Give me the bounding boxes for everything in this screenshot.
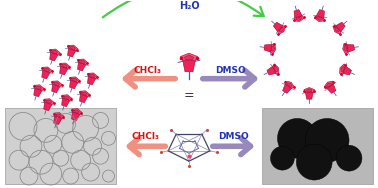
Polygon shape: [335, 27, 339, 32]
Polygon shape: [50, 52, 58, 61]
Circle shape: [305, 118, 349, 162]
Polygon shape: [305, 92, 313, 99]
Polygon shape: [294, 16, 304, 21]
Circle shape: [277, 118, 317, 158]
Polygon shape: [324, 81, 333, 88]
Polygon shape: [88, 73, 98, 79]
Polygon shape: [70, 77, 80, 83]
Circle shape: [271, 146, 294, 170]
Polygon shape: [34, 88, 42, 97]
Text: CHCl₃: CHCl₃: [131, 132, 159, 141]
Polygon shape: [347, 45, 355, 52]
Polygon shape: [71, 112, 80, 121]
Polygon shape: [42, 67, 52, 73]
Polygon shape: [333, 26, 341, 34]
Text: DMSO: DMSO: [218, 132, 249, 141]
Polygon shape: [52, 84, 60, 93]
Polygon shape: [271, 43, 276, 54]
Polygon shape: [60, 63, 70, 69]
FancyArrowPatch shape: [203, 70, 254, 87]
Polygon shape: [287, 83, 292, 87]
Polygon shape: [283, 84, 292, 93]
Polygon shape: [279, 27, 284, 32]
Polygon shape: [327, 84, 336, 93]
Polygon shape: [50, 49, 60, 55]
Polygon shape: [340, 64, 346, 74]
FancyArrowPatch shape: [103, 0, 264, 17]
Polygon shape: [70, 80, 78, 89]
Polygon shape: [183, 61, 195, 72]
Polygon shape: [68, 48, 76, 57]
Polygon shape: [180, 53, 198, 61]
Polygon shape: [327, 83, 332, 87]
Polygon shape: [342, 66, 352, 75]
Polygon shape: [80, 60, 85, 64]
Polygon shape: [271, 46, 275, 51]
Polygon shape: [264, 45, 272, 52]
Polygon shape: [44, 102, 52, 111]
Polygon shape: [267, 66, 276, 75]
Polygon shape: [304, 88, 314, 92]
FancyBboxPatch shape: [262, 108, 373, 184]
Polygon shape: [80, 91, 90, 96]
Polygon shape: [52, 50, 57, 54]
Polygon shape: [54, 82, 59, 86]
FancyArrowPatch shape: [213, 138, 251, 155]
Polygon shape: [60, 66, 68, 75]
Text: H₂O: H₂O: [179, 1, 199, 11]
Polygon shape: [341, 66, 345, 72]
FancyArrowPatch shape: [125, 70, 175, 87]
Polygon shape: [316, 10, 324, 18]
Polygon shape: [34, 85, 44, 90]
Polygon shape: [78, 59, 88, 65]
FancyArrowPatch shape: [129, 138, 165, 155]
Polygon shape: [294, 10, 302, 18]
Polygon shape: [62, 98, 70, 107]
Polygon shape: [64, 96, 70, 99]
Polygon shape: [42, 70, 50, 79]
Polygon shape: [62, 64, 68, 68]
Polygon shape: [296, 17, 302, 20]
Polygon shape: [79, 94, 88, 103]
Polygon shape: [285, 81, 294, 88]
Polygon shape: [87, 76, 96, 85]
Polygon shape: [70, 46, 76, 50]
FancyBboxPatch shape: [5, 108, 116, 184]
Polygon shape: [44, 99, 54, 104]
Polygon shape: [77, 62, 86, 71]
Polygon shape: [273, 64, 279, 74]
Text: DMSO: DMSO: [215, 66, 246, 75]
Polygon shape: [82, 92, 87, 96]
Polygon shape: [336, 22, 345, 32]
Polygon shape: [54, 113, 64, 118]
Polygon shape: [307, 89, 312, 92]
Polygon shape: [62, 95, 72, 100]
Polygon shape: [36, 86, 42, 89]
Polygon shape: [46, 100, 51, 103]
Polygon shape: [68, 45, 78, 51]
Polygon shape: [278, 26, 286, 34]
Polygon shape: [72, 78, 77, 82]
Polygon shape: [344, 46, 347, 51]
Polygon shape: [184, 55, 194, 60]
Polygon shape: [74, 110, 79, 113]
Polygon shape: [273, 22, 283, 32]
Circle shape: [296, 144, 332, 180]
Polygon shape: [317, 17, 322, 20]
Polygon shape: [72, 109, 82, 114]
Polygon shape: [90, 74, 95, 78]
Polygon shape: [314, 16, 324, 21]
Text: CHCl₃: CHCl₃: [133, 66, 161, 75]
Polygon shape: [44, 68, 50, 72]
Polygon shape: [52, 81, 62, 86]
Circle shape: [336, 145, 362, 171]
Text: =: =: [184, 89, 194, 102]
Polygon shape: [54, 116, 62, 124]
Polygon shape: [342, 43, 348, 54]
Polygon shape: [56, 114, 62, 117]
Polygon shape: [274, 66, 277, 72]
